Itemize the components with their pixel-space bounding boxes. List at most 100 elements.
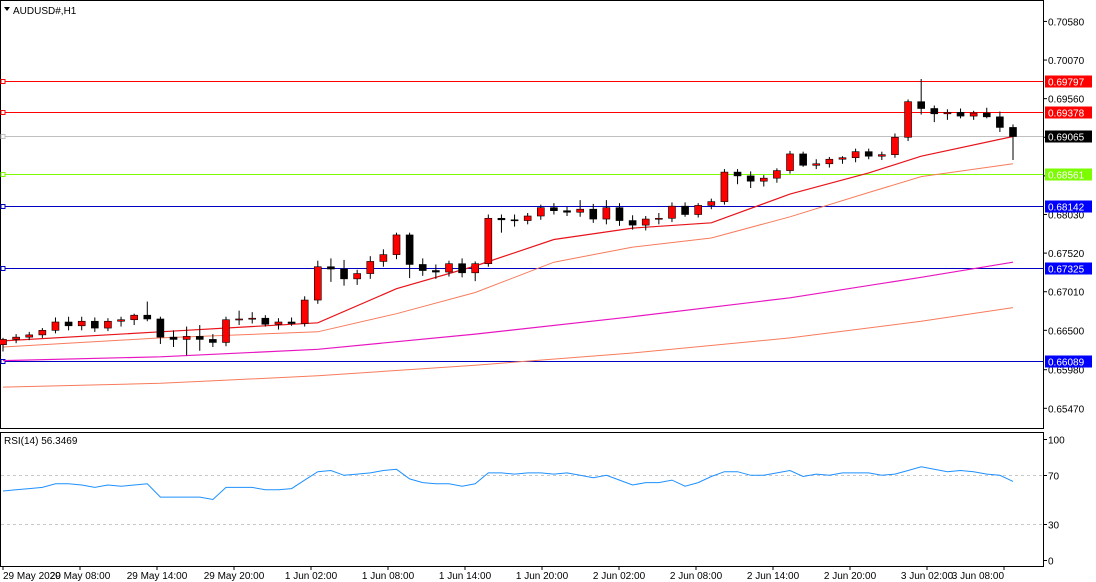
candle-body-bear: [340, 268, 348, 280]
candle-body-bull: [471, 263, 480, 274]
candle-body-bear: [169, 336, 178, 340]
level-anchor-handle[interactable]: [0, 172, 6, 177]
candle: [825, 156, 834, 168]
symbol-header[interactable]: AUDUSD#,H1: [4, 6, 77, 17]
level-price-badge: [1045, 75, 1092, 88]
candle: [773, 168, 781, 183]
candle: [733, 169, 742, 185]
time-tick-label: 1 Jun 14:00: [439, 571, 492, 582]
candle-body-bear: [327, 266, 335, 270]
candle: [589, 203, 598, 223]
candle: [851, 148, 860, 163]
candle: [838, 156, 847, 164]
level-price-badge: [1045, 106, 1092, 119]
candle: [169, 330, 178, 347]
candle-body-bull: [314, 266, 322, 301]
level-anchor-handle[interactable]: [0, 359, 6, 364]
level-anchor-handle[interactable]: [0, 79, 6, 84]
candle-body-bear: [746, 175, 755, 182]
candle-body-bear: [418, 264, 427, 271]
candle-body-bull: [759, 177, 768, 182]
level-anchor-handle[interactable]: [0, 266, 6, 271]
candle-body-bear: [510, 219, 519, 222]
time-tick-label: 29 May 14:00: [127, 571, 188, 582]
candle: [996, 111, 1004, 132]
candle-body-bear: [497, 217, 506, 221]
candle-body-bull: [222, 319, 230, 343]
candle: [287, 317, 296, 326]
candle-body-bull: [353, 273, 361, 280]
candle-body-bull: [851, 151, 860, 159]
dropdown-triangle-icon[interactable]: [4, 7, 10, 11]
level-price-label: 0.66089: [1048, 358, 1085, 369]
candle: [445, 260, 453, 277]
symbol-label: AUDUSD#,H1: [13, 6, 77, 17]
candle-body-bull: [878, 154, 886, 157]
candle: [707, 198, 716, 210]
price-tick-label: 0.65470: [1048, 404, 1085, 415]
level-anchor-handle[interactable]: [0, 110, 6, 115]
candle: [248, 312, 257, 324]
candle: [655, 212, 663, 225]
candle: [786, 150, 794, 174]
candle-body-bear: [91, 320, 99, 329]
time-tick-label: 2 Jun 02:00: [593, 571, 646, 582]
candle-body-bull: [773, 170, 781, 179]
candle: [222, 316, 230, 347]
candle-body-bull: [0, 339, 7, 346]
candle: [668, 202, 676, 223]
rsi-tick-label: 100: [1048, 436, 1065, 447]
candle: [314, 260, 322, 304]
candle: [917, 78, 925, 115]
candle: [366, 256, 375, 279]
time-tick-label: 3 Jun 02:00: [901, 571, 954, 582]
candle-body-bull: [392, 234, 401, 255]
candle-body-bear: [681, 205, 689, 215]
candle: [64, 316, 73, 331]
candle-body-bull: [812, 163, 821, 166]
candle: [77, 316, 86, 331]
rsi-tick-label: 70: [1048, 472, 1060, 483]
level-anchor-handle[interactable]: [0, 134, 6, 139]
candle-body-bear: [956, 111, 965, 117]
candle: [602, 200, 611, 225]
candle-body-bull: [641, 218, 650, 226]
candle: [25, 331, 34, 341]
time-tick-label: 1 Jun 08:00: [362, 571, 415, 582]
candle-body-bull: [720, 171, 729, 202]
candle: [864, 148, 873, 160]
time-tick-label: 2 Jun 20:00: [824, 571, 877, 582]
candle-body-bull: [235, 318, 243, 321]
level-price-badge: [1045, 130, 1092, 143]
candle: [982, 107, 991, 119]
candle: [0, 337, 7, 352]
candle: [405, 232, 414, 279]
candle: [615, 203, 624, 226]
level-price-label: 0.68142: [1048, 203, 1085, 214]
level-price-badge: [1045, 355, 1092, 368]
candle-body-bull: [366, 261, 375, 274]
level-anchor-handle[interactable]: [0, 204, 6, 209]
candle-body-bear: [209, 339, 217, 343]
candle-body-bull: [12, 336, 20, 340]
level-price-badge: [1045, 200, 1092, 213]
candle-body-bull: [248, 317, 257, 320]
candle: [327, 258, 335, 282]
candle: [392, 232, 401, 260]
candle-body-bull: [536, 207, 545, 217]
candle-body-bull: [576, 208, 584, 213]
candle: [300, 296, 309, 327]
candle-body-bull: [104, 320, 112, 329]
moving-average-slow: [2, 261, 1014, 362]
candle-body-bull: [694, 205, 702, 215]
candle: [891, 133, 899, 158]
candle-body-bear: [799, 153, 807, 166]
price-tick-label: 0.70580: [1048, 17, 1085, 28]
candle-body-bear: [143, 314, 152, 320]
candle-body-bear: [982, 112, 991, 118]
level-price-label: 0.69065: [1048, 133, 1085, 144]
candle-body-bull: [484, 217, 493, 265]
level-price-label: 0.68561: [1048, 171, 1085, 182]
candle-body-bull: [130, 314, 138, 321]
rsi-label: RSI(14) 56.3469: [4, 436, 78, 447]
